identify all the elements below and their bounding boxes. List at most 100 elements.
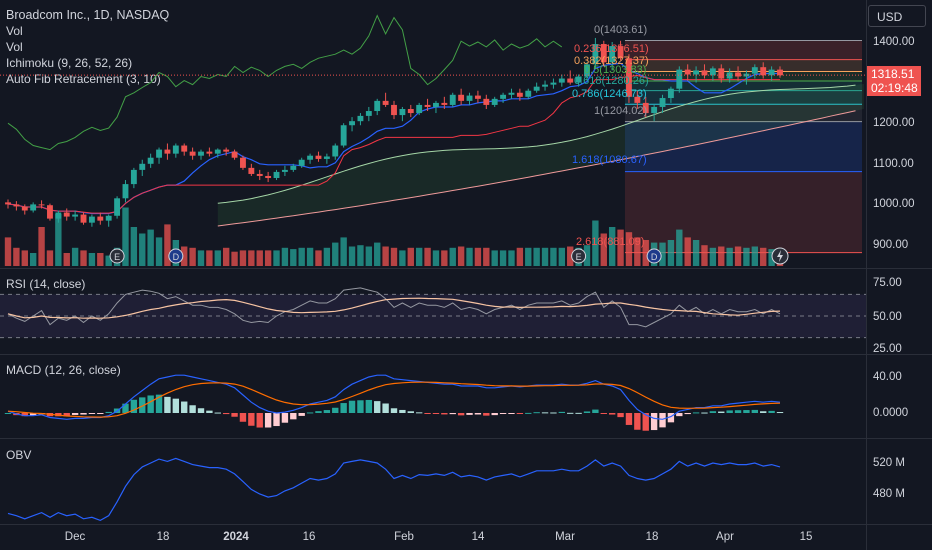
volume-bar (122, 207, 129, 266)
candle-body (768, 69, 775, 76)
fib-label-0786: 0.786(1246.73) (572, 88, 647, 100)
macd-histogram-bar (172, 398, 180, 413)
candle-body (483, 98, 490, 105)
candle-body (72, 214, 79, 217)
macd-histogram-bar (634, 413, 641, 430)
candle-body (281, 169, 288, 172)
volume-bar (625, 232, 633, 266)
candle-body (206, 151, 213, 154)
candle-body (315, 155, 322, 159)
volume-bar (340, 237, 347, 266)
legend-macd[interactable]: MACD (12, 26, close) (6, 363, 121, 377)
y-tick-rsi-25: 25.00 (873, 343, 902, 355)
candle-body (323, 156, 330, 159)
candle-body (592, 44, 599, 65)
fib-label-1: 1(1204.02) (594, 105, 648, 117)
x-tick-14: 14 (471, 531, 485, 543)
macd-histogram-bar (222, 413, 230, 415)
candle-body (667, 88, 674, 99)
volume-bar (332, 242, 339, 266)
candle-body (433, 102, 439, 107)
legend-ichimoku[interactable]: Ichimoku (9, 26, 52, 26) (6, 56, 133, 70)
macd-line (7, 374, 781, 420)
macd-histogram-bar (264, 413, 272, 428)
candle-body (575, 76, 582, 83)
candle-body (181, 145, 188, 152)
volume-bar (88, 253, 96, 266)
candle-body (399, 108, 406, 116)
macd-histogram-bar (88, 413, 96, 414)
fib-zone-4 (624, 90, 862, 105)
last-price-value: 1318.51 (871, 67, 915, 81)
macd-histogram-bar (323, 410, 331, 413)
volume-bar (516, 247, 524, 266)
x-tick-feb: Feb (394, 531, 414, 543)
macd-histogram-bar (751, 409, 759, 413)
candle-body (63, 212, 70, 217)
pane-separator-obv[interactable] (0, 438, 932, 439)
macd-histogram-bar (701, 412, 708, 414)
legend-rsi[interactable]: RSI (14, close) (6, 277, 86, 291)
volume-bar (424, 247, 431, 266)
earnings-marker-icon (109, 248, 125, 264)
chart-title: Broadcom Inc., 1D, NASDAQ (6, 8, 170, 22)
macd-histogram-bar (583, 411, 591, 413)
macd-histogram-bar (206, 410, 213, 413)
macd-histogram-bar (558, 411, 566, 413)
volume-bar (80, 250, 87, 266)
volume-bar (491, 250, 498, 266)
candle-body (743, 73, 750, 77)
candle-body (676, 69, 683, 89)
legend-vol-2[interactable]: Vol (6, 40, 23, 54)
macd-histogram-bar (97, 413, 104, 414)
y-tick-price-1000: 1000.00 (873, 198, 915, 210)
candle-body (760, 67, 767, 76)
pane-separator-rsi[interactable] (0, 268, 932, 269)
candle-body (298, 159, 305, 166)
legend-vol-1[interactable]: Vol (6, 24, 23, 38)
candle-body (88, 216, 95, 223)
volume-bar (197, 250, 205, 266)
x-tick-18b: 18 (645, 531, 659, 543)
candle-body (651, 106, 658, 114)
macd-histogram-bar (155, 394, 163, 413)
candle-body (567, 78, 574, 83)
volume-bar (357, 245, 364, 266)
volume-bar (306, 247, 314, 266)
volume-bar (743, 247, 750, 266)
pane-separator-macd[interactable] (0, 354, 932, 355)
volume-bar (365, 246, 373, 266)
rsi-ma-line (7, 297, 781, 319)
volume-bar (676, 229, 683, 266)
candle-body (55, 212, 62, 219)
macd-histogram-bar (197, 408, 205, 413)
candle-body (349, 121, 355, 126)
ichimoku-base-line (7, 74, 780, 214)
candle-body (533, 86, 540, 91)
candle-body (600, 44, 607, 63)
macd-histogram-bar (239, 413, 247, 422)
candle-body (273, 171, 280, 179)
fib-zone-1 (624, 59, 862, 72)
currency-selector[interactable]: USD (868, 5, 926, 27)
fib-zone-7 (624, 171, 862, 253)
candle-body (248, 167, 255, 174)
volume-bar (567, 246, 574, 266)
volume-bar (407, 247, 414, 266)
ichimoku-lagging-span (7, 14, 563, 151)
volume-bar (550, 247, 557, 266)
candle-body (139, 163, 146, 170)
lightning-icon (777, 250, 783, 262)
y-tick-rsi-75: 75.00 (873, 277, 902, 289)
legend-obv[interactable]: OBV (6, 448, 32, 462)
legend-auto-fib[interactable]: Auto Fib Retracement (3, 10) (6, 72, 161, 86)
candle-body (38, 204, 45, 206)
candle-body (416, 104, 423, 114)
macd-signal-line (7, 381, 781, 418)
candle-body (709, 68, 716, 76)
macd-histogram-bar (231, 413, 238, 417)
macd-histogram-bar (743, 410, 750, 413)
volume-bar (508, 250, 515, 266)
marker-letter: D (173, 252, 180, 262)
